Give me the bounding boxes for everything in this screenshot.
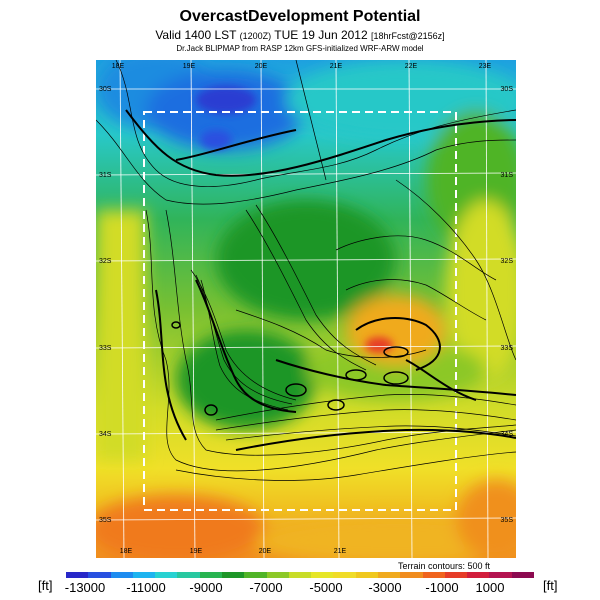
color-scale-swatch [66, 572, 89, 578]
lon-label: 18E [120, 548, 133, 555]
valid-date: TUE 19 Jun 2012 [274, 28, 368, 42]
color-scale-swatch [155, 572, 178, 578]
color-scale-swatch [422, 572, 445, 578]
color-scale-swatch [88, 572, 111, 578]
unit-label-right: [ft] [543, 578, 558, 593]
lat-label: 30S [99, 86, 112, 93]
color-scale-swatch [400, 572, 423, 578]
valid-time: Valid 1400 LST [155, 28, 237, 42]
lat-lon-grid [96, 60, 516, 558]
lat-label: 31S [501, 172, 514, 179]
color-scale-swatch [288, 572, 312, 578]
forecast-map: 18E 19E 20E 21E 22E 23E 18E 19E 20E 21E … [96, 60, 516, 558]
color-scale-tick: -7000 [249, 580, 283, 595]
unit-label-left: [ft] [38, 578, 53, 593]
latitude-labels-right: 30S 31S 32S 33S 34S 35S [501, 86, 514, 524]
color-scale-tick: -5000 [309, 580, 343, 595]
color-scale-swatch [221, 572, 245, 578]
lon-label: 23E [479, 63, 492, 70]
lon-label: 19E [183, 63, 196, 70]
color-scale-swatch [244, 572, 267, 578]
color-scale-swatch [489, 572, 512, 578]
color-scale-tick: -11000 [126, 580, 166, 595]
lat-label: 35S [99, 517, 112, 524]
model-description: Dr.Jack BLIPMAP from RASP 12km GFS-initi… [176, 44, 424, 53]
lon-label: 21E [330, 63, 343, 70]
color-scale-tick: -9000 [189, 580, 223, 595]
lon-label: 20E [259, 548, 272, 555]
color-scale-swatch [511, 572, 534, 578]
major-contours [125, 109, 516, 451]
valid-utc: (1200Z) [239, 31, 272, 41]
color-scale-swatch [377, 572, 401, 578]
longitude-labels-top: 18E 19E 20E 21E 22E 23E [112, 63, 492, 70]
color-scale-swatch [199, 572, 222, 578]
valid-time-line: Valid 1400 LST (1200Z) TUE 19 Jun 2012 [… [0, 28, 600, 42]
longitude-labels-bottom: 18E 19E 20E 21E [120, 548, 347, 555]
terrain-contour-note: Terrain contours: 500 ft [398, 561, 491, 571]
page-title: OvercastDevelopment Potential [179, 8, 421, 25]
lon-label: 22E [405, 63, 418, 70]
lon-label: 19E [190, 548, 203, 555]
lon-label: 21E [334, 548, 347, 555]
domain-boundary [143, 111, 457, 511]
color-scale-swatch [110, 572, 133, 578]
latitude-labels-left: 30S 31S 32S 33S 34S 35S [99, 86, 112, 524]
lat-label: 30S [501, 86, 514, 93]
color-scale-swatch [311, 572, 334, 578]
map-canvas: 18E 19E 20E 21E 22E 23E 18E 19E 20E 21E … [96, 60, 516, 558]
forecast-tag: [18hrFcst@2156z] [371, 31, 445, 41]
lon-label: 18E [112, 63, 125, 70]
color-scale-swatch [355, 572, 378, 578]
color-scale-swatch [266, 572, 289, 578]
lat-label: 34S [501, 431, 514, 438]
color-scale-swatch [333, 572, 356, 578]
lat-label: 32S [501, 258, 514, 265]
color-scale-swatch [444, 572, 468, 578]
lat-label: 31S [99, 172, 112, 179]
color-scale-swatch [177, 572, 200, 578]
color-scale-tick: -3000 [368, 580, 402, 595]
color-scale-tick: -1000 [425, 580, 459, 595]
color-scale-swatch [132, 572, 156, 578]
color-scale-tick: 1000 [475, 580, 505, 595]
lat-label: 33S [501, 345, 514, 352]
lat-label: 32S [99, 258, 112, 265]
color-scale-bar [66, 572, 534, 578]
color-scale-tick: -13000 [64, 580, 106, 595]
lon-label: 20E [255, 63, 268, 70]
lat-label: 35S [501, 517, 514, 524]
color-scale-swatch [467, 572, 490, 578]
lat-label: 33S [99, 345, 112, 352]
lat-label: 34S [99, 431, 112, 438]
